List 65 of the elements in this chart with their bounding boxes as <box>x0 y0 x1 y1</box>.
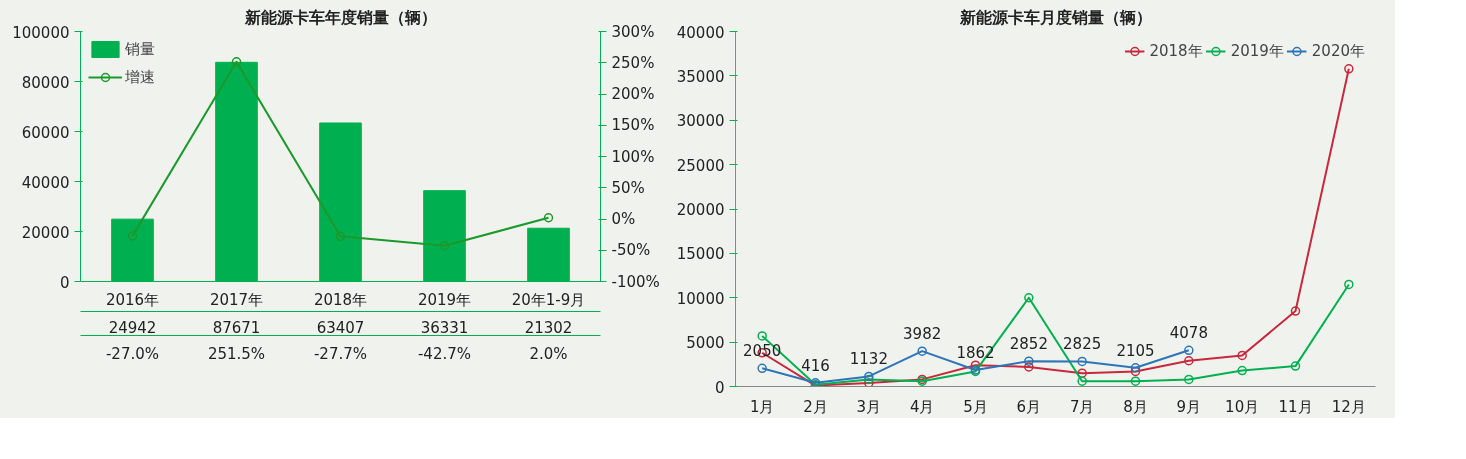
data-label: 36331 <box>420 318 469 337</box>
data-label: 2825 <box>1063 335 1102 354</box>
y-tick-label: 0 <box>714 378 725 397</box>
y-tick-label: 30000 <box>676 112 725 131</box>
data-label: -27.0% <box>105 344 160 363</box>
legend-label: 2019年 <box>1230 41 1284 61</box>
x-tick-label: 10月 <box>1225 397 1260 416</box>
y2-tick-label: -50% <box>611 241 651 260</box>
data-label: 87671 <box>212 318 261 337</box>
x-tick-label: 3月 <box>856 397 882 416</box>
y-tick-label: 5000 <box>686 334 725 353</box>
data-label: 2.0% <box>529 344 568 363</box>
x-tick-label: 1月 <box>749 397 775 416</box>
x-tick-label: 2017年 <box>209 290 264 309</box>
data-label: 2852 <box>1009 335 1048 354</box>
y-tick-label: 35000 <box>676 67 725 86</box>
data-label: 2105 <box>1116 341 1155 360</box>
x-tick-label: 11月 <box>1278 397 1313 416</box>
x-tick-label: 7月 <box>1069 397 1095 416</box>
y2-tick-label: 50% <box>611 178 645 197</box>
y2-tick-label: 300% <box>611 22 655 41</box>
chart-title: 新能源卡车年度销量（辆） <box>243 7 437 27</box>
y-tick-label: 25000 <box>676 156 725 175</box>
data-label: 21302 <box>524 318 573 337</box>
legend-label: 2020年 <box>1311 41 1365 61</box>
x-tick-label: 4月 <box>909 397 935 416</box>
data-label: 24942 <box>108 318 157 337</box>
legend-label: 2018年 <box>1149 41 1203 61</box>
y2-tick-label: 200% <box>611 85 655 103</box>
y-tick-label: 20000 <box>21 223 70 242</box>
data-label: -27.7% <box>313 344 368 363</box>
data-label: 4078 <box>1169 324 1208 343</box>
y-tick-label: 60000 <box>21 123 70 142</box>
data-label: 3982 <box>903 325 942 344</box>
x-tick-label: 20年1-9月 <box>511 290 586 309</box>
y-tick-label: 10000 <box>676 289 725 308</box>
y2-tick-label: 0% <box>611 210 636 228</box>
data-label: 1132 <box>849 350 888 369</box>
y-tick-label: 20000 <box>676 201 725 219</box>
chart-title: 新能源卡车月度销量（辆） <box>958 7 1152 27</box>
x-tick-label: 2019年 <box>417 290 472 309</box>
x-tick-label: 2月 <box>803 397 828 416</box>
y-tick-label: 80000 <box>21 73 70 92</box>
legend-label: 增速 <box>125 67 155 87</box>
y-tick-label: 100000 <box>12 23 70 42</box>
x-tick-label: 2016年 <box>105 290 160 309</box>
y-tick-label: 15000 <box>676 245 725 264</box>
y-tick-label: 0 <box>59 273 70 292</box>
x-tick-label: 6月 <box>1016 397 1042 416</box>
y2-tick-label: -100% <box>611 272 660 291</box>
data-label: 251.5% <box>207 344 266 363</box>
data-label: -42.7% <box>417 344 472 363</box>
y2-tick-label: 150% <box>611 116 655 135</box>
y2-tick-label: 100% <box>611 147 655 166</box>
y2-tick-label: 250% <box>611 53 655 72</box>
data-label: 416 <box>801 356 830 375</box>
x-tick-label: 8月 <box>1123 397 1148 416</box>
y-tick-label: 40000 <box>676 23 725 42</box>
x-tick-label: 2018年 <box>313 290 368 309</box>
x-tick-label: 5月 <box>963 397 988 416</box>
x-tick-label: 12月 <box>1331 397 1366 416</box>
data-label: 63407 <box>316 318 365 337</box>
y-tick-label: 40000 <box>21 173 70 192</box>
legend-label: 销量 <box>125 39 155 59</box>
x-tick-label: 9月 <box>1176 397 1202 416</box>
